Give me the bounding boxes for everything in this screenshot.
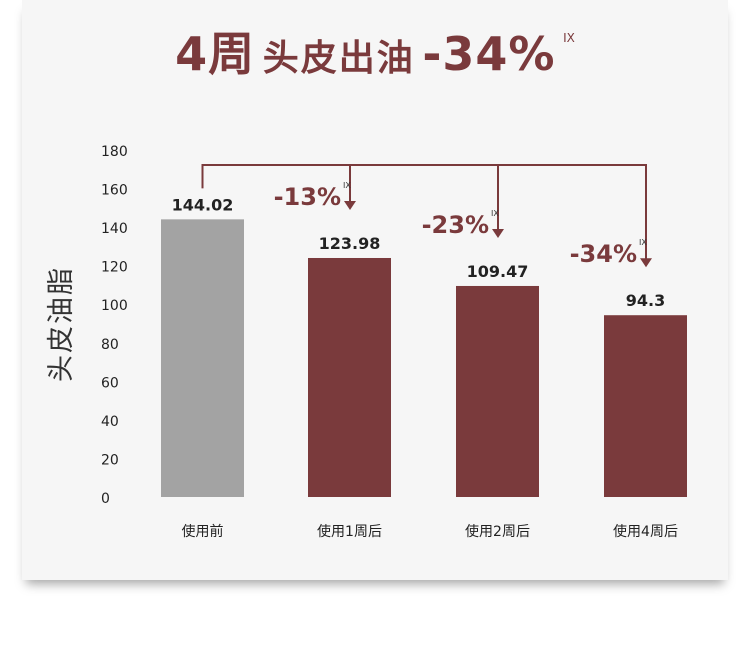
change-footnote: IX <box>343 181 351 190</box>
bar-1 <box>161 219 244 497</box>
bar-2 <box>308 257 391 497</box>
headline-value: -34% <box>422 27 556 81</box>
change-arrow-head <box>640 258 652 268</box>
headline-subject: 头皮出油 <box>262 38 415 79</box>
y-tick-label: 100 <box>101 298 128 314</box>
y-tick-label: 40 <box>101 414 119 430</box>
bar-4 <box>604 315 687 497</box>
headline-period: 4周 <box>175 27 256 81</box>
y-tick-label: 60 <box>101 375 119 391</box>
y-tick-label: 120 <box>101 260 128 276</box>
headline: 4周 头皮出油 -34% IX <box>0 18 750 84</box>
headline-footnote: IX <box>563 31 575 45</box>
bar-value-label: 94.3 <box>626 291 665 310</box>
y-axis-title: 头皮油脂 <box>46 266 77 382</box>
y-tick-label: 80 <box>101 337 119 353</box>
change-footnote: IX <box>491 209 499 218</box>
change-percent-label: -34% <box>570 240 637 268</box>
y-tick-label: 20 <box>101 452 119 468</box>
bar-value-label: 123.98 <box>319 234 381 253</box>
change-arrow-head <box>492 228 504 238</box>
x-tick-label: 使用2周后 <box>465 523 530 540</box>
bar-3 <box>456 285 539 497</box>
change-percent-label: -23% <box>422 211 489 239</box>
x-tick-label: 使用1周后 <box>317 523 382 540</box>
y-tick-label: 160 <box>101 183 128 199</box>
y-tick-label: 180 <box>101 144 128 160</box>
x-tick-label: 使用前 <box>182 523 224 540</box>
bar-value-label: 109.47 <box>467 262 529 281</box>
x-tick-label: 使用4周后 <box>613 523 678 540</box>
bar-value-label: 144.02 <box>172 195 234 214</box>
change-footnote: IX <box>639 238 647 247</box>
y-tick-label: 0 <box>101 491 110 507</box>
change-arrow-head <box>344 200 356 210</box>
change-percent-label: -13% <box>274 183 341 211</box>
y-tick-label: 140 <box>101 221 128 237</box>
